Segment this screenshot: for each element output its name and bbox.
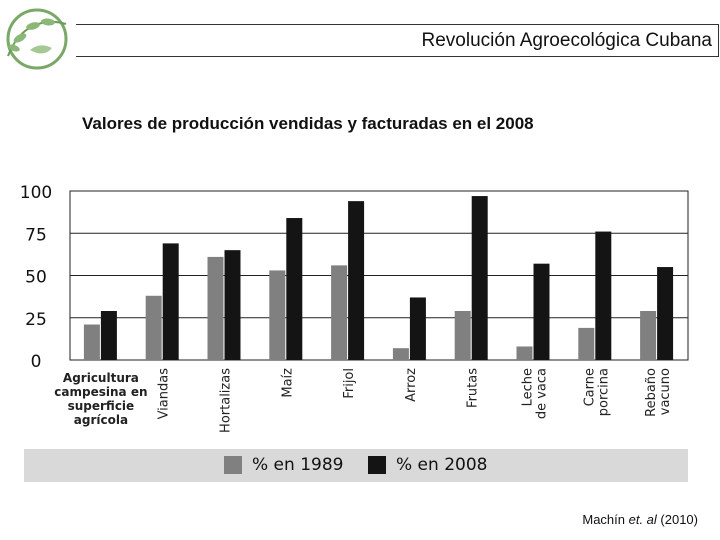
agroecology-logo	[6, 8, 68, 70]
x-tick-label: Frijol	[342, 368, 357, 399]
x-tick-label: Lechede vaca	[521, 368, 550, 419]
x-tick-label-line: de vaca	[535, 368, 550, 419]
y-tick-label: 25	[25, 310, 47, 330]
x-tick-label-line: Frutas	[466, 368, 481, 408]
x-tick-label: Carneporcina	[582, 368, 611, 416]
bar-1989	[269, 270, 286, 360]
citation-etal: et. al	[628, 512, 657, 527]
bar-chart: 0 25 50 75 100 Agricultura campesina en superfi…	[20, 183, 689, 433]
bar-2008	[471, 196, 488, 360]
x-tick-label: Viandas	[157, 368, 172, 420]
bar-2008	[409, 297, 426, 360]
legend-swatch-2008	[368, 456, 386, 474]
x-tick-label: Arroz	[404, 368, 419, 402]
bar-2008	[162, 243, 179, 360]
bar-1989	[516, 346, 533, 360]
legend: % en 1989 % en 2008	[24, 449, 688, 482]
x-tick-label-line: Arroz	[404, 368, 419, 402]
bar-2008	[348, 201, 365, 360]
logo-leaf	[8, 44, 20, 52]
x-tick-label-line: Rebaño	[644, 368, 659, 417]
legend-item-1989: % en 1989	[224, 455, 343, 475]
bar-1989	[578, 327, 595, 360]
x-tick-label: Hortalizas	[219, 368, 234, 433]
x-tick-label-line: campesina en	[54, 385, 147, 399]
legend-label-2008: % en 2008	[396, 455, 488, 475]
header-title: Revolución Agroecológica Cubana	[421, 30, 712, 51]
x-tick-label-line: Maíz	[280, 368, 295, 398]
y-tick-label: 75	[25, 225, 47, 245]
x-tick-label: Agricultura campesina en superficie agrícol…	[54, 371, 147, 427]
citation: Machín et. al (2010)	[582, 512, 698, 527]
citation-author: Machín	[582, 512, 629, 527]
bar-1989	[83, 324, 100, 360]
x-tick-label-line: Leche	[521, 368, 536, 406]
bar-2008	[595, 231, 612, 360]
x-tick-label: Frutas	[466, 368, 481, 408]
bar-1989	[331, 265, 348, 360]
logo-leaf	[13, 33, 27, 43]
x-tick-label-line: agrícola	[74, 413, 128, 427]
bar-1989	[207, 256, 224, 360]
bar-1989	[392, 348, 409, 360]
bar-2008	[533, 263, 550, 360]
y-tick-label: 100	[20, 183, 52, 203]
x-tick-label: Rebañovacuno	[644, 368, 673, 417]
x-tick-label-line: Carne	[582, 368, 597, 406]
bar-2008	[286, 218, 303, 360]
x-tick-label-line: porcina	[596, 368, 611, 416]
logo-leaf	[26, 22, 40, 30]
bar-2008	[657, 267, 674, 360]
logo-ring	[6, 8, 68, 70]
bar-1989	[145, 295, 162, 360]
x-tick-label: Maíz	[280, 368, 295, 398]
chart-title: Valores de producción vendidas y factura…	[82, 114, 534, 133]
y-tick-label: 50	[25, 268, 47, 288]
logo-leaf	[41, 18, 55, 26]
logo-animal	[30, 45, 52, 54]
citation-year: (2010)	[656, 512, 698, 527]
bar-1989	[640, 310, 657, 360]
bar-2008	[224, 250, 241, 360]
bar-1989	[454, 310, 471, 360]
x-tick-label-line: Frijol	[342, 368, 357, 399]
x-tick-label-line: vacuno	[658, 368, 673, 415]
x-tick-label-line: Hortalizas	[219, 368, 234, 433]
x-tick-label-line: superficie	[68, 399, 135, 413]
legend-item-2008: % en 2008	[368, 455, 487, 475]
y-tick-label: 0	[31, 352, 42, 372]
legend-label-1989: % en 1989	[252, 455, 344, 475]
legend-swatch-1989	[224, 456, 242, 474]
x-tick-label-line: Viandas	[157, 368, 172, 420]
x-tick-label-line: Agricultura	[63, 371, 139, 385]
bar-2008	[100, 310, 117, 360]
header-title-box: Revolución Agroecológica Cubana	[76, 24, 719, 57]
